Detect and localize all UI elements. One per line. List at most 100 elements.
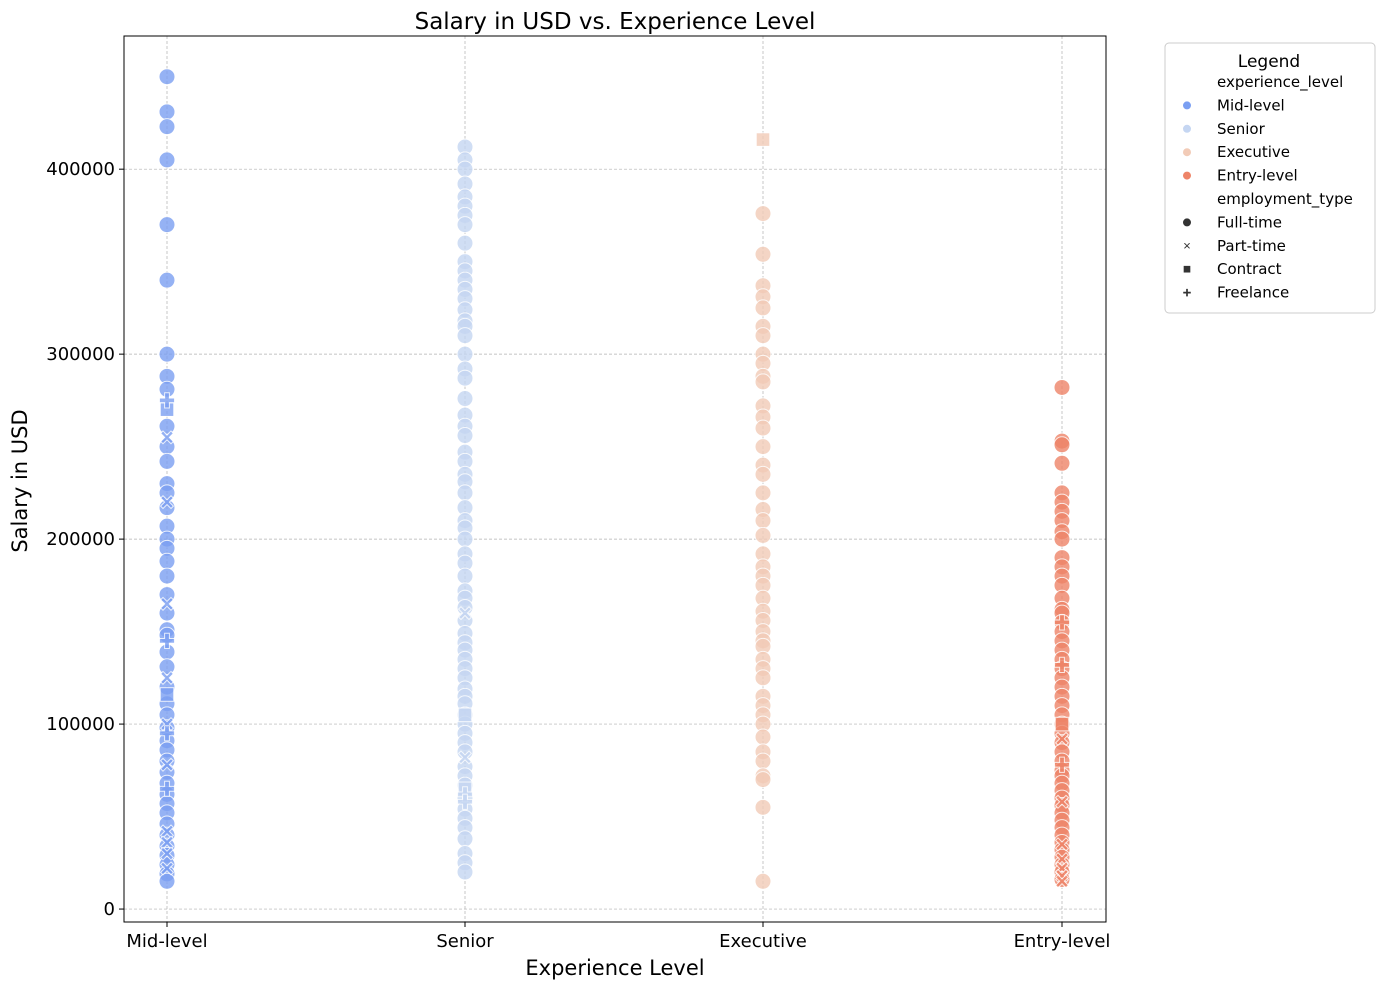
data-point (754, 512, 772, 530)
series-entry-level (1053, 378, 1071, 889)
data-point (1054, 731, 1070, 746)
data-point (1053, 656, 1071, 673)
data-point (159, 430, 175, 445)
series-mid-level (158, 68, 176, 890)
data-point (1053, 378, 1071, 396)
data-point (159, 824, 175, 839)
grid (124, 36, 1106, 922)
data-point (754, 373, 772, 391)
data-point (1053, 454, 1071, 472)
data-point (754, 299, 772, 317)
data-point (755, 132, 771, 147)
data-point (1053, 756, 1071, 773)
legend-marker (1182, 123, 1192, 134)
data-point (456, 863, 474, 881)
series-senior (456, 138, 474, 881)
data-point (159, 495, 175, 510)
data-point (754, 438, 772, 456)
data-point (754, 205, 772, 223)
x-tick-label: Executive (719, 931, 807, 952)
data-point (159, 716, 175, 732)
data-point (456, 484, 474, 502)
data-point (456, 160, 474, 178)
x-tick-label: Entry-level (1014, 931, 1111, 952)
data-point (158, 780, 176, 797)
x-axis-label: Experience Level (525, 956, 704, 980)
y-tick-label: 0 (104, 899, 115, 920)
legend-label: Full-time (1217, 213, 1282, 231)
data-point (1053, 614, 1071, 631)
data-point (754, 484, 772, 502)
legend-marker (1182, 217, 1192, 228)
legend-label: Part-time (1217, 237, 1286, 255)
legend-label: Mid-level (1217, 96, 1285, 114)
legend-items: experience_level Mid-level Senior Executive… (1182, 73, 1353, 302)
data-point (456, 345, 474, 363)
data-point (456, 216, 474, 234)
data-point (1053, 436, 1071, 454)
data-point (159, 846, 175, 861)
legend-marker (1182, 170, 1192, 181)
data-point (158, 216, 176, 234)
data-point (754, 526, 772, 544)
data-point (456, 390, 474, 408)
data-point (1054, 794, 1070, 809)
data-point (754, 465, 772, 483)
data-point (158, 68, 176, 86)
data-point (158, 567, 176, 585)
series-executive (754, 132, 772, 890)
data-points (158, 68, 1071, 890)
y-axis-label: Salary in USD (8, 409, 32, 552)
data-point (457, 605, 473, 621)
data-point (456, 830, 474, 848)
data-point (457, 707, 473, 723)
data-point (754, 245, 772, 263)
data-point (159, 835, 175, 850)
data-point (754, 728, 772, 746)
legend-box (1164, 42, 1376, 314)
data-point (158, 103, 176, 121)
y-tick-label: 400000 (46, 159, 115, 180)
legend-marker (1182, 147, 1192, 158)
y-tick-label: 100000 (46, 714, 115, 735)
legend-subtitle: experience_level (1217, 73, 1343, 92)
legend-label: Contract (1217, 260, 1282, 278)
data-point (158, 632, 176, 649)
legend-marker (1182, 287, 1192, 298)
data-point (456, 327, 474, 345)
data-point (754, 669, 772, 687)
x-tick-label: Senior (436, 931, 494, 952)
legend-label: Senior (1217, 120, 1266, 138)
data-point (158, 151, 176, 169)
data-point (158, 345, 176, 363)
data-point (159, 596, 175, 611)
data-point (754, 798, 772, 816)
legend-marker (1182, 264, 1192, 274)
legend-label: Executive (1217, 143, 1290, 161)
data-point (457, 750, 473, 765)
data-point (754, 771, 772, 789)
data-point (158, 271, 176, 289)
data-point (456, 369, 474, 387)
data-point (1053, 530, 1071, 548)
y-tick-label: 200000 (46, 529, 115, 550)
data-point (158, 392, 176, 409)
data-point (456, 793, 474, 810)
legend-title: Legend (1238, 52, 1300, 72)
data-point (158, 872, 176, 890)
legend: Legend experience_level Mid-level Senior Ex… (1164, 42, 1376, 314)
data-point (158, 725, 176, 742)
data-point (159, 670, 175, 685)
data-point (159, 687, 175, 702)
axis-ticks: 0 100000 200000 300000 400000 Mid-level Senior… (46, 159, 1110, 952)
data-point (754, 752, 772, 770)
x-tick-label: Mid-level (126, 931, 207, 952)
data-point (159, 757, 175, 772)
data-point (456, 567, 474, 585)
data-point (456, 530, 474, 548)
data-point (1054, 874, 1070, 889)
legend-marker (1182, 100, 1192, 111)
data-point (754, 327, 772, 345)
data-point (158, 118, 176, 136)
